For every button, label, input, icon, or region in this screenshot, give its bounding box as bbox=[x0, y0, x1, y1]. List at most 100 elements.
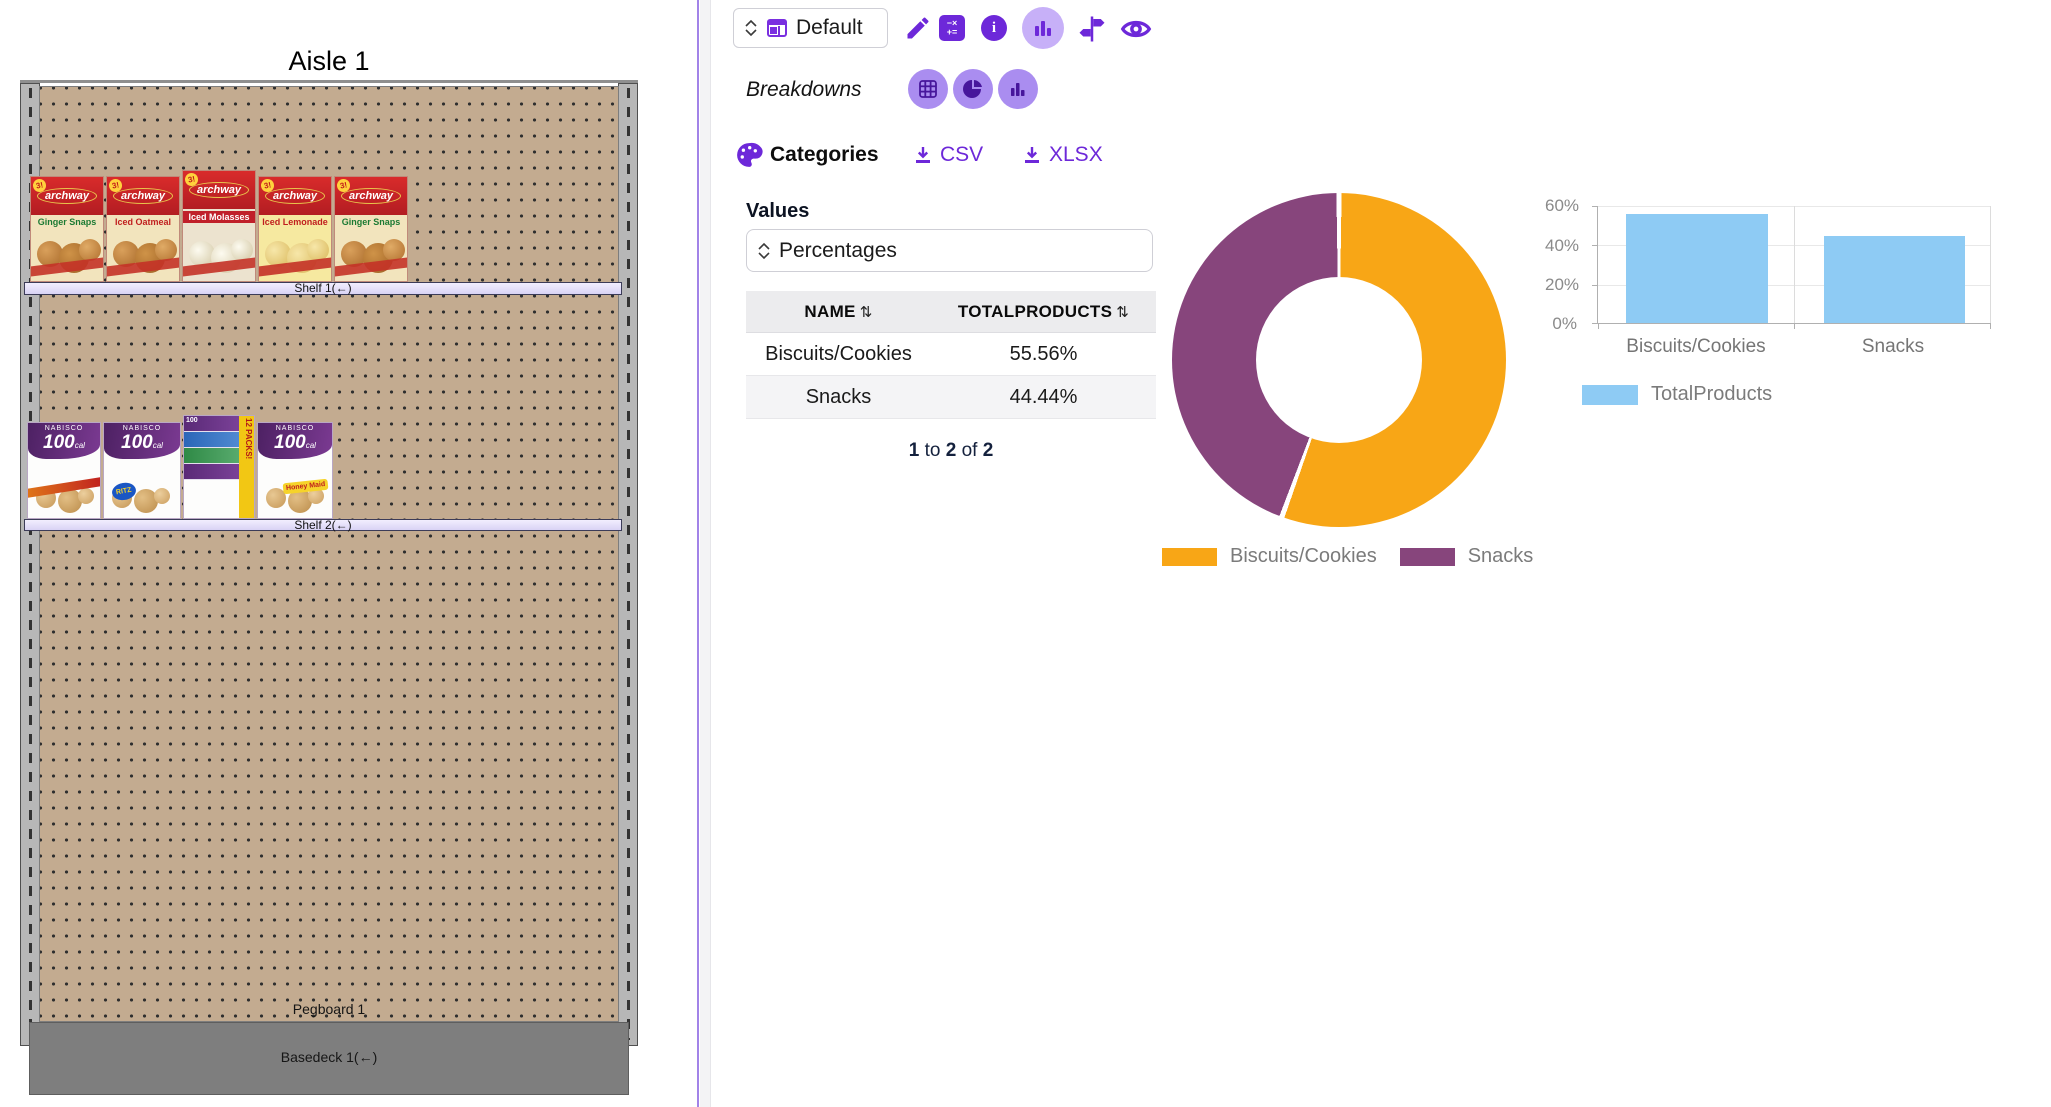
scrollbar-track[interactable] bbox=[700, 0, 711, 1107]
donut-legend: Biscuits/Cookies Snacks bbox=[1162, 545, 1533, 568]
y-tick-label: 60% bbox=[1545, 196, 1580, 215]
cell-value: 55.56% bbox=[1009, 342, 1078, 365]
donut-legend-label-0: Biscuits/Cookies bbox=[1230, 545, 1377, 567]
shelf-2-label: Shelf 2(←) bbox=[294, 518, 352, 532]
bar-chart[interactable]: 60% 40% 20% 0% Biscuits/Cookies Snacks T… bbox=[1545, 195, 2035, 415]
product-nabisco-100cal-honey-maid[interactable]: NABISCO 100cal Honey Maid bbox=[257, 422, 333, 519]
pack-count-strip bbox=[239, 416, 255, 518]
categories-heading: Categories bbox=[735, 141, 879, 169]
download-icon bbox=[913, 145, 933, 165]
cookie-art bbox=[183, 223, 255, 281]
bar-rect[interactable] bbox=[1824, 235, 1965, 323]
sort-diamond-icon bbox=[744, 19, 758, 37]
breakdown-table: NAME ⇅ TOTALPRODUCTS ⇅ Biscuits/Cookies 55… bbox=[746, 291, 1156, 419]
breakdown-buttons bbox=[908, 69, 1038, 109]
donut-legend-swatch-1 bbox=[1399, 547, 1455, 566]
box-header: NABISCO 100cal bbox=[28, 423, 101, 459]
xlsx-download-link[interactable]: XLSX bbox=[1022, 143, 1103, 167]
table-header-row: NAME ⇅ TOTALPRODUCTS ⇅ bbox=[746, 291, 1156, 333]
cookie-art bbox=[107, 227, 179, 281]
product-nabisco-100cal-variety-12pack[interactable]: 100 12 PACKS! bbox=[182, 415, 256, 519]
sort-arrows-icon[interactable]: ⇅ bbox=[859, 303, 873, 321]
sort-arrows-icon[interactable]: ⇅ bbox=[1116, 303, 1130, 321]
analytics-bars-icon[interactable] bbox=[1022, 7, 1064, 49]
layout-table-icon bbox=[766, 17, 788, 39]
cell-name: Biscuits/Cookies bbox=[765, 342, 912, 365]
product-name: Iced Oatmeal bbox=[114, 217, 172, 227]
sort-diamond-icon bbox=[757, 242, 771, 260]
xlsx-label: XLSX bbox=[1049, 143, 1103, 166]
formulas-icon[interactable]: −× += bbox=[939, 15, 965, 41]
palette-icon bbox=[735, 141, 763, 169]
cracker-art bbox=[28, 459, 101, 518]
visibility-eye-icon[interactable] bbox=[1119, 13, 1153, 45]
pack-count-label: 12 PACKS! bbox=[244, 418, 254, 460]
basedeck[interactable]: Basedeck 1(←) bbox=[29, 1022, 629, 1095]
view-selector-value: Default bbox=[796, 16, 863, 39]
donut-chart[interactable] bbox=[1172, 193, 1506, 527]
cell-name: Snacks bbox=[805, 385, 872, 408]
breakdowns-label: Breakdowns bbox=[746, 78, 862, 101]
upright-dash-pattern bbox=[29, 88, 32, 1040]
bar-legend-swatch bbox=[1582, 384, 1638, 405]
panel-divider[interactable] bbox=[697, 0, 699, 1107]
cell-value: 44.44% bbox=[1009, 385, 1078, 408]
upright-dash-pattern bbox=[627, 88, 630, 1040]
shelf-1-label: Shelf 1(←) bbox=[294, 281, 352, 295]
column-header-totalproducts[interactable]: TOTALPRODUCTS ⇅ bbox=[957, 301, 1130, 321]
box-header: NABISCO 100cal bbox=[104, 423, 180, 459]
basedeck-label: Basedeck 1(←) bbox=[280, 1049, 378, 1065]
box-header: NABISCO 100cal bbox=[258, 423, 332, 459]
cookie-art bbox=[31, 227, 103, 281]
x-category-label: Snacks bbox=[1861, 336, 1925, 357]
table-row: Biscuits/Cookies 55.56% bbox=[746, 333, 1156, 376]
product-nabisco-100cal-ritz[interactable]: NABISCO 100cal RITZ bbox=[103, 422, 181, 519]
edit-pencil-icon[interactable] bbox=[903, 13, 933, 43]
values-selector-value: Percentages bbox=[779, 238, 897, 262]
bar-rect[interactable] bbox=[1626, 213, 1768, 323]
y-tick-label: 40% bbox=[1545, 236, 1580, 255]
csv-download-link[interactable]: CSV bbox=[913, 143, 983, 167]
cookie-art bbox=[259, 227, 331, 281]
pie-view-icon[interactable] bbox=[953, 69, 993, 109]
column-header-name[interactable]: NAME ⇅ bbox=[804, 301, 873, 321]
product-name: Ginger Snaps bbox=[37, 217, 97, 227]
info-icon[interactable]: i bbox=[981, 15, 1007, 41]
shelf-2[interactable]: Shelf 2(←) bbox=[24, 518, 622, 532]
table-row: Snacks 44.44% bbox=[746, 376, 1156, 419]
box-header: 100 bbox=[185, 417, 198, 424]
pagination: 1 to 2 of 2 bbox=[908, 440, 994, 461]
grid-view-icon[interactable] bbox=[908, 69, 948, 109]
values-label: Values bbox=[746, 200, 810, 222]
x-category-label: Biscuits/Cookies bbox=[1626, 336, 1766, 357]
y-tick-label: 0% bbox=[1552, 314, 1577, 333]
product-nabisco-100cal-mix[interactable]: NABISCO 100cal bbox=[27, 422, 102, 519]
shelf-1[interactable]: Shelf 1(←) bbox=[24, 282, 622, 295]
y-tick-label: 20% bbox=[1545, 275, 1580, 294]
box-header: archway bbox=[107, 177, 179, 215]
donut-legend-swatch-0 bbox=[1162, 547, 1217, 566]
view-selector[interactable]: Default bbox=[733, 8, 888, 48]
fixture-aisle-1[interactable]: Pegboard 1 3! archway Ginger Snaps 3! ar… bbox=[20, 80, 638, 1095]
shelf2-products: NABISCO 100cal NABISCO 100cal RITZ 100 12 … bbox=[27, 415, 333, 519]
product-archway-ginger-snaps-2[interactable]: 3! archway Ginger Snaps bbox=[334, 176, 408, 282]
shelf1-products: 3! archway Ginger Snaps 3! archway Iced … bbox=[30, 169, 408, 282]
bar-view-icon[interactable] bbox=[998, 69, 1038, 109]
donut-hole bbox=[1256, 277, 1422, 443]
bar-legend-label: TotalProducts bbox=[1651, 383, 1773, 405]
product-archway-iced-lemonade[interactable]: 3! archway Iced Lemonade bbox=[258, 176, 332, 282]
upright-right[interactable] bbox=[618, 83, 638, 1046]
compare-flags-icon[interactable] bbox=[1076, 13, 1108, 45]
product-name: Iced Molasses bbox=[183, 211, 255, 223]
product-archway-iced-oatmeal[interactable]: 3! archway Iced Oatmeal bbox=[106, 176, 180, 282]
product-archway-ginger-snaps[interactable]: 3! archway Ginger Snaps bbox=[30, 176, 104, 282]
donut-legend-label-1: Snacks bbox=[1467, 545, 1534, 567]
categories-title: Categories bbox=[770, 143, 879, 166]
aisle-title: Aisle 1 bbox=[288, 46, 370, 76]
csv-label: CSV bbox=[940, 143, 984, 166]
product-name: Ginger Snaps bbox=[341, 217, 401, 227]
cookie-art bbox=[335, 227, 407, 281]
values-selector[interactable]: Percentages bbox=[746, 229, 1153, 272]
product-archway-iced-molasses[interactable]: 3! archway Iced Molasses bbox=[182, 170, 256, 282]
